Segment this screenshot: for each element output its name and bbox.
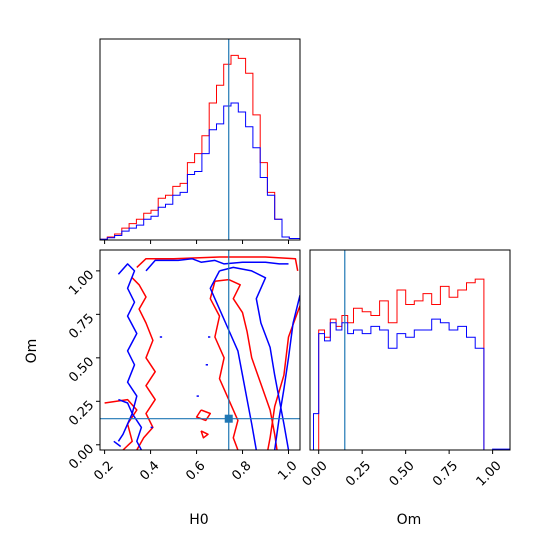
om-hist-lines bbox=[313, 278, 510, 450]
contour-series-2-line-9 bbox=[113, 440, 122, 448]
contour-lines bbox=[104, 256, 300, 450]
contour-xtick-label-3: 0.8 bbox=[229, 458, 254, 483]
contour-series-2-line-13 bbox=[209, 270, 258, 450]
contour-xtick-label-4: 1.0 bbox=[275, 458, 300, 483]
truth-marker bbox=[224, 414, 233, 423]
contour-ytick-label-1: 0.25 bbox=[66, 398, 97, 429]
contour-ytick-label-3: 0.75 bbox=[66, 311, 97, 342]
om-histogram-panel: 0.00 0.25 0.50 0.75 1.00 bbox=[300, 249, 511, 490]
contour-ytick-label-2: 0.50 bbox=[66, 355, 97, 386]
contour-series-1-line-1 bbox=[136, 256, 299, 272]
om-hist-frame bbox=[309, 249, 511, 451]
contour-series-1-line-0 bbox=[104, 398, 138, 450]
contour-xtick-label-1: 0.4 bbox=[137, 458, 162, 483]
contour-series-2-line-11 bbox=[145, 257, 289, 272]
h0-axis-label: H0 bbox=[189, 512, 208, 528]
contour-xtick-label-0: 0.2 bbox=[91, 458, 116, 483]
om-xtick-label-1: 0.25 bbox=[343, 458, 374, 489]
contour-xtick-label-2: 0.6 bbox=[183, 458, 208, 483]
contour-series-1-line-4 bbox=[209, 281, 239, 450]
h0-hist-frame bbox=[99, 38, 301, 241]
h0-histogram-panel bbox=[99, 38, 301, 244]
contour-series-2-line-14 bbox=[273, 295, 300, 450]
contour-series-1-line-6 bbox=[195, 409, 212, 422]
om-hist-series-2 bbox=[313, 318, 510, 450]
h0-hist-series-2 bbox=[99, 102, 301, 240]
om-axis-label-bottom: Om bbox=[397, 512, 422, 528]
contour-ytick-label-4: 1.00 bbox=[66, 268, 97, 299]
contour-series-1-line-5 bbox=[267, 305, 300, 450]
h0-hist-series-1 bbox=[99, 54, 301, 240]
contour-series-1-line-3 bbox=[214, 278, 278, 450]
om-hist-series-1 bbox=[313, 278, 510, 450]
contour-series-2-line-10 bbox=[117, 263, 143, 450]
om-xtick-label-0: 0.00 bbox=[300, 458, 331, 489]
om-xtick-label-4: 1.00 bbox=[474, 458, 505, 489]
om-xtick-label-2: 0.50 bbox=[387, 458, 418, 489]
contour-frame bbox=[99, 249, 301, 451]
h0-om-contour-panel: 0.2 0.4 0.6 0.8 1.0 0.00 0.25 0.50 0.75 1.00 bbox=[66, 249, 301, 484]
contour-series-1-line-7 bbox=[200, 430, 209, 439]
om-xtick-label-3: 0.75 bbox=[430, 458, 461, 489]
om-axis-label-left: Om bbox=[24, 339, 40, 364]
contour-ytick-label-0: 0.00 bbox=[66, 441, 97, 472]
contour-series-1-line-2 bbox=[131, 277, 156, 450]
